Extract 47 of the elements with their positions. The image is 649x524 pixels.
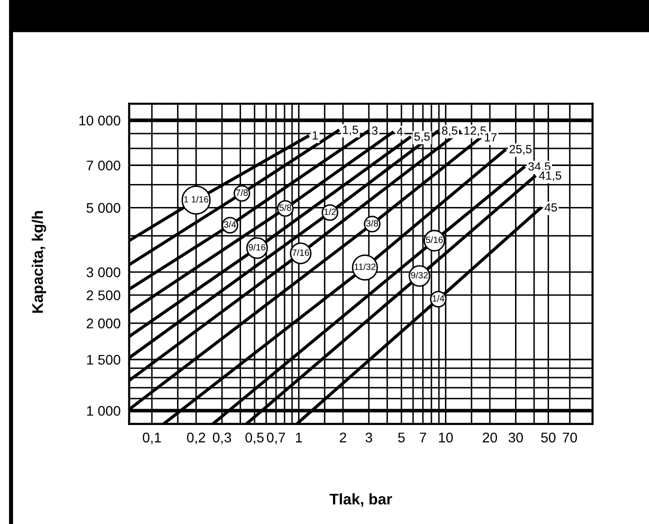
x-tick-label: 30 xyxy=(508,432,523,442)
x-tick-label: 3 xyxy=(366,432,372,442)
x-tick-label: 5 xyxy=(398,432,405,442)
x-tick-label: 50 xyxy=(541,432,556,442)
x-tick-label: 0,2 xyxy=(187,432,206,444)
y-tick-label: 2 500 xyxy=(86,290,120,300)
annotation: 1 xyxy=(312,131,318,140)
x-tick-label: 70 xyxy=(562,432,577,442)
annotation: 4 xyxy=(396,128,403,136)
series-label: 11/32 xyxy=(354,263,376,270)
series-label: 1/2 xyxy=(324,208,336,215)
y-tick-label: 7 000 xyxy=(86,160,120,170)
series-label: 3/4 xyxy=(224,221,236,228)
series-label: 3/8 xyxy=(366,220,378,227)
series-label: 1/4 xyxy=(432,294,444,302)
series-label: 5/8 xyxy=(279,204,292,211)
series-label: 1 1/16 xyxy=(184,196,208,203)
y-tick-label: 10 000 xyxy=(79,116,120,126)
x-tick-label: 2 xyxy=(340,432,346,442)
series-label: 7/16 xyxy=(292,249,310,256)
x-tick-label: 1 xyxy=(296,432,302,442)
series-label: 7/8 xyxy=(236,189,248,196)
y-tick-label: 5 000 xyxy=(86,203,120,213)
y-tick-label: 1 500 xyxy=(87,354,120,365)
series-label: 5/16 xyxy=(426,236,443,244)
x-tick-label: 7 xyxy=(420,432,426,442)
annotation: 3 xyxy=(372,126,378,135)
x-tick-label: 0,5 xyxy=(245,432,264,444)
x-tick-label: 0,7 xyxy=(266,432,285,444)
y-tick-label: 3 000 xyxy=(86,267,120,278)
annotation: 17 xyxy=(484,133,497,142)
annotation: 25,5 xyxy=(510,144,532,155)
y-axis-title: Kapacita, kg/h xyxy=(32,211,46,313)
x-tick-label: 0,3 xyxy=(212,432,232,444)
y-tick-label: 1 000 xyxy=(87,406,120,416)
annotation: 45 xyxy=(544,203,557,212)
annotation: 41,5 xyxy=(539,171,562,182)
series-label: 9/16 xyxy=(248,244,266,250)
x-tick-label: 20 xyxy=(482,432,498,442)
x-tick-label: 0,1 xyxy=(142,432,161,444)
x-axis-title: Tlak, bar xyxy=(330,493,392,507)
x-tick-label: 10 xyxy=(438,432,453,442)
annotation: 1,5 xyxy=(343,126,358,136)
annotation: 5,5 xyxy=(414,132,430,142)
y-tick-label: 2 000 xyxy=(86,318,120,328)
annotation: 8,5 xyxy=(442,126,458,136)
series-label: 9/32 xyxy=(411,272,428,278)
